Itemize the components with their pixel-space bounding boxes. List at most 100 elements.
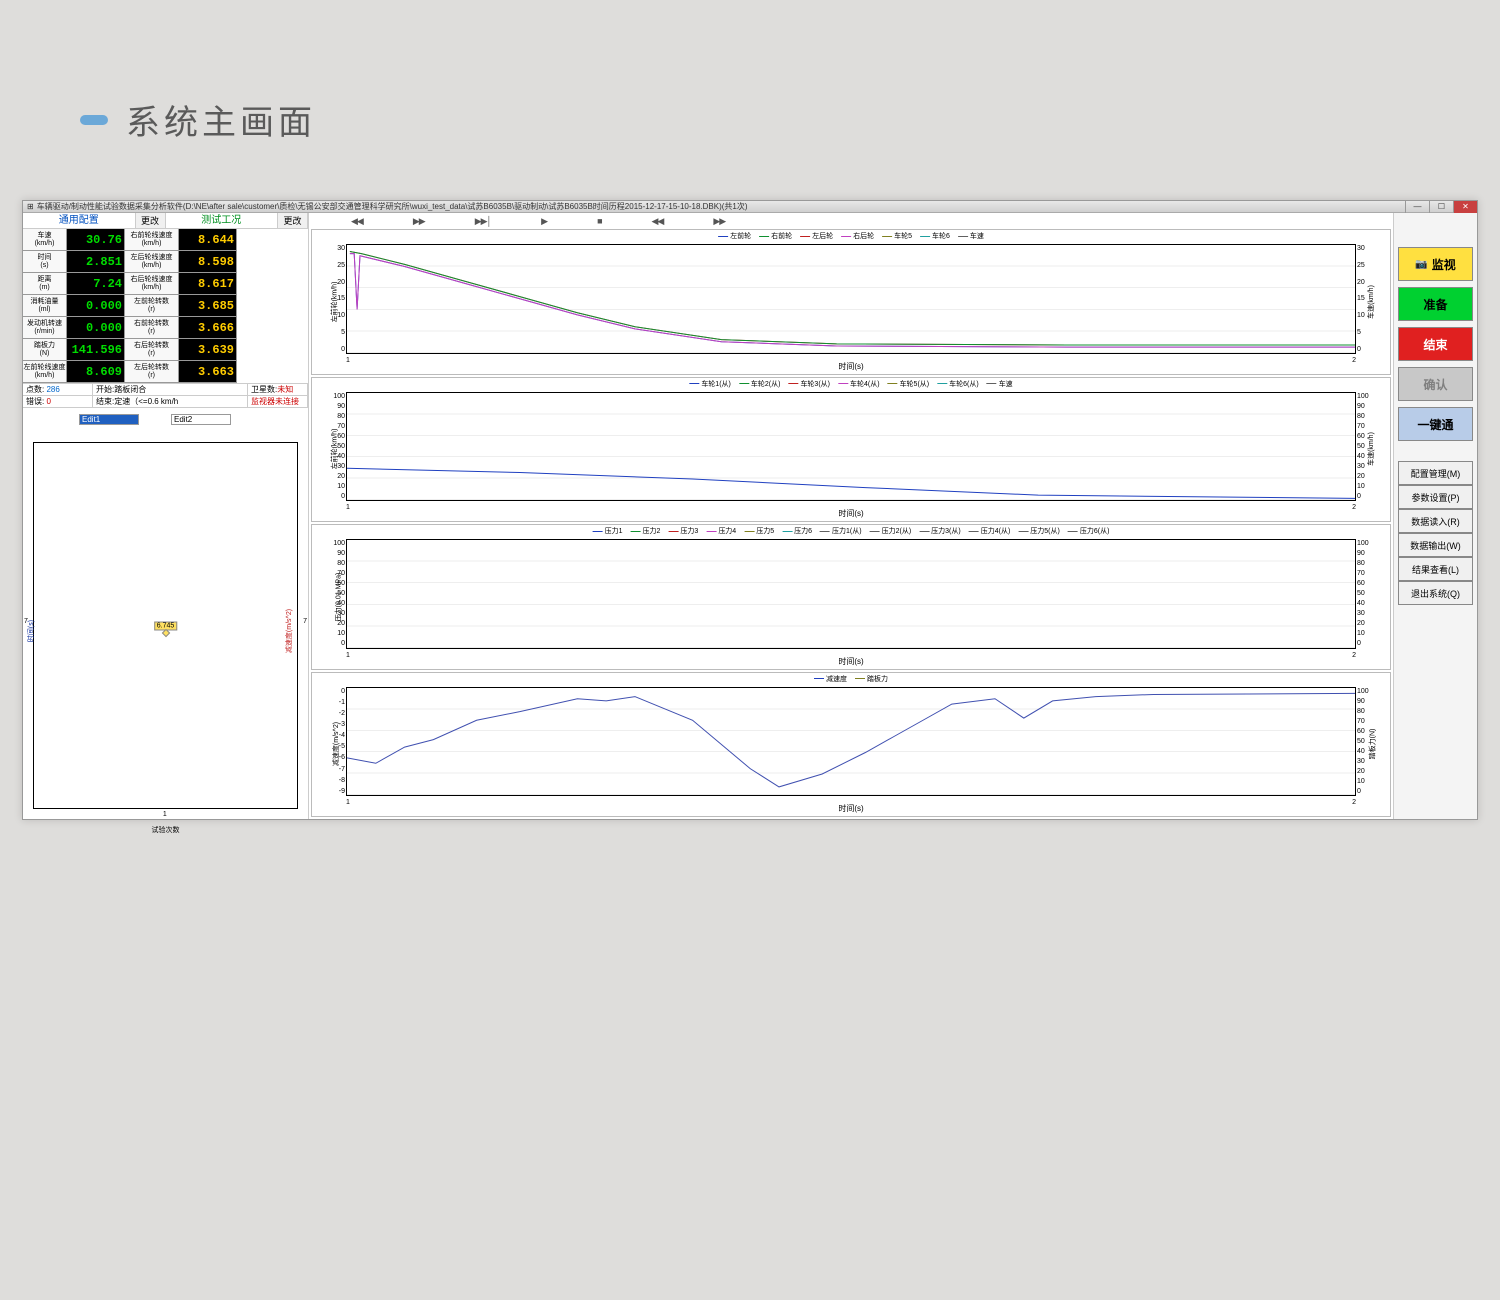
readout-value: 3.663 [179,361,237,383]
legend-item: 车轮6 [920,231,950,241]
close-button[interactable]: ✕ [1453,201,1477,213]
legend-item: 车轮6(从) [937,379,979,389]
readout-label: 消耗油量(ml) [23,295,67,317]
confirm-button[interactable]: 确认 [1398,367,1473,401]
readout-label: 踏板力(N) [23,339,67,361]
plot-area[interactable]: -9-8-7-6-5-4-3-2-10010203040506070809010… [346,687,1356,797]
playback-button[interactable]: ◀◀ [652,216,664,227]
chart-decel-pedal: 减速度踏板力 -9-8-7-6-5-4-3-2-10010203040506070… [311,672,1391,818]
readout-label: 左后轮转数(r) [125,361,179,383]
min-button[interactable]: — [1405,201,1429,213]
readout-value: 3.639 [179,339,237,361]
playback-button[interactable]: ■ [597,216,601,226]
legend-item: 车速 [958,231,984,241]
edit2-field[interactable]: Edit2 [171,414,231,425]
titlebar[interactable]: ⊞ 车辆驱动/制动性能试验数据采集分析软件(D:\NE\after sale\c… [23,201,1477,213]
playback-button[interactable]: ▶▶ [413,216,425,227]
chart-wheel-slave: 车轮1(从) 车轮2(从) 车轮3(从) 车轮4(从) 车轮5(从) 车轮6(从) 车速 01… [311,377,1391,523]
legend-item: 车轮2(从) [739,379,781,389]
right-panel: 📷监视 准备 结束 确认 一键通 配置管理(M)参数设置(P)数据读入(R)数据… [1393,213,1477,819]
legend-item: 压力5(从) [1018,526,1060,536]
readout-value: 3.666 [179,317,237,339]
legend-item: 压力3(从) [919,526,961,536]
plot-area[interactable]: 0102030405060708090100010203040506070809… [346,392,1356,502]
playback-toolbar: ◀◀ ▶▶ ▶▶│ ▶ ■ ◀◀ ▶▶ [311,215,1391,227]
readout-label: 左前轮转数(r) [125,295,179,317]
readout-value: 8.644 [179,229,237,251]
legend-item: 车轮5(从) [888,379,930,389]
legend-item: 压力2(从) [870,526,912,536]
readout-label: 右前轮转数(r) [125,317,179,339]
chart-pressure: 压力1 压力2 压力3 压力4 压力5 压力6 压力1(从) 压力2(从) 压力3(从) 压力4(… [311,524,1391,670]
menu-button[interactable]: 数据输出(W) [1398,533,1473,557]
readout-label: 左前轮线速度(km/h) [23,361,67,383]
readout-value: 7.24 [67,273,125,295]
readout-value: 8.598 [179,251,237,273]
readout-label: 发动机转速(r/min) [23,317,67,339]
menu-button[interactable]: 结果查看(L) [1398,557,1473,581]
legend-item: 车轮4(从) [838,379,880,389]
left-panel: 通用配置 更改 测试工况 更改 车速(km/h)30.76右前轮线速度(km/h… [23,213,309,819]
readout-label: 距离(m) [23,273,67,295]
readout-value: 8.609 [67,361,125,383]
legend-item: 压力3 [668,526,698,536]
readout-label: 右前轮线速度(km/h) [125,229,179,251]
legend-item: 压力5 [744,526,774,536]
end-button[interactable]: 结束 [1398,327,1473,361]
legend-item: 压力4 [706,526,736,536]
readout-label: 右后轮线速度(km/h) [125,273,179,295]
charts-panel: ◀◀ ▶▶ ▶▶│ ▶ ■ ◀◀ ▶▶ 左前轮右前轮左后轮右后轮车轮5 车轮6 车速 051015… [309,213,1393,819]
readout-value: 3.685 [179,295,237,317]
legend-item: 右前轮 [759,231,792,241]
readout-label: 时间(s) [23,251,67,273]
max-button[interactable]: ☐ [1429,201,1453,213]
legend-item: 压力6(从) [1068,526,1110,536]
menu-button[interactable]: 数据读入(R) [1398,509,1473,533]
readout-label: 右后轮转数(r) [125,339,179,361]
legend-item: 压力2 [631,526,661,536]
readout-value: 8.617 [179,273,237,295]
readout-label: 车速(km/h) [23,229,67,251]
general-config-button[interactable]: 通用配置 [23,213,136,228]
menu-button[interactable]: 退出系统(Q) [1398,581,1473,605]
legend-item: 踏板力 [855,674,888,684]
plot-area[interactable]: 051015202530051015202530 [346,244,1356,354]
legend-item: 压力1(从) [820,526,862,536]
legend-item: 车轮1(从) [689,379,731,389]
legend-item: 减速度 [814,674,847,684]
readout-value: 141.596 [67,339,125,361]
slide-title: 系统主画面 [126,95,316,144]
legend-item: 车速 [987,379,1013,389]
playback-button[interactable]: ▶▶ [713,216,725,227]
legend-item: 车轮5 [882,231,912,241]
menu-button[interactable]: 参数设置(P) [1398,485,1473,509]
onekey-button[interactable]: 一键通 [1398,407,1473,441]
playback-button[interactable]: ▶ [541,216,547,227]
readouts-grid: 车速(km/h)30.76右前轮线速度(km/h)8.644 时间(s)2.851… [23,229,308,384]
legend-item: 左后轮 [800,231,833,241]
app-window: ⊞ 车辆驱动/制动性能试验数据采集分析软件(D:\NE\after sale\c… [22,200,1478,820]
plot-area[interactable]: 0102030405060708090100010203040506070809… [346,539,1356,649]
modify-button-2[interactable]: 更改 [278,213,308,228]
legend-item: 车轮3(从) [788,379,830,389]
playback-button[interactable]: ◀◀ [351,216,363,227]
menu-button[interactable]: 配置管理(M) [1398,461,1473,485]
playback-button[interactable]: ▶▶│ [475,216,491,227]
test-condition-button[interactable]: 测试工况 [166,213,279,228]
readout-label: 左后轮线速度(km/h) [125,251,179,273]
readout-value: 30.76 [67,229,125,251]
title-bullet [80,115,108,125]
readout-value: 0.000 [67,295,125,317]
legend-item: 压力4(从) [969,526,1011,536]
legend-item: 左前轮 [718,231,751,241]
prepare-button[interactable]: 准备 [1398,287,1473,321]
legend-item: 压力1 [593,526,623,536]
modify-button-1[interactable]: 更改 [136,213,166,228]
edit1-field[interactable]: Edit1 [79,414,139,425]
monitor-button[interactable]: 📷监视 [1398,247,1473,281]
app-icon: ⊞ [27,202,34,211]
legend-item: 右后轮 [841,231,874,241]
legend-item: 压力6 [782,526,812,536]
readout-value: 2.851 [67,251,125,273]
readout-value: 0.000 [67,317,125,339]
